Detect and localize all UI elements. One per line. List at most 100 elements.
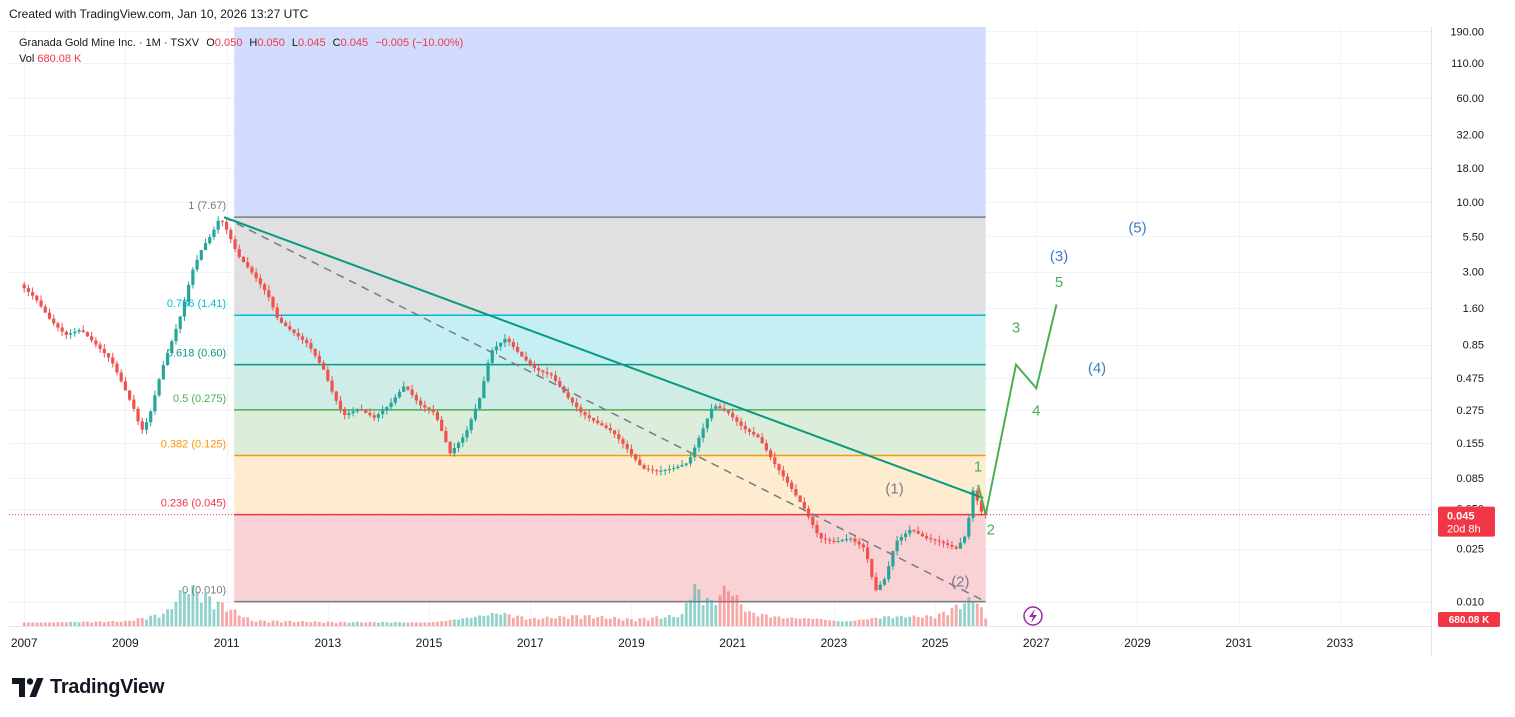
candle-body: [355, 409, 359, 412]
candle-body: [769, 450, 773, 458]
fib-zone-extension: [234, 27, 986, 218]
candle-body: [494, 346, 499, 351]
volume-bar: [486, 615, 490, 626]
candle-body: [823, 538, 828, 540]
time-scale-label: 2023: [821, 636, 848, 650]
price-chart[interactable]: 1 (7.67) 0.786 (1.41) 0.618 (0.60) 0.5 (0.2…: [9, 27, 1506, 656]
candle-body: [596, 420, 600, 424]
price-scale-label: 5.50: [1463, 231, 1484, 243]
volume-bar: [861, 619, 865, 626]
candle-body: [663, 469, 667, 471]
candle-body: [857, 541, 861, 545]
fib-level-label: 0.618 (0.60): [167, 348, 226, 360]
volume-bar: [465, 617, 469, 626]
candle-body: [579, 407, 583, 413]
volume-bar: [908, 616, 912, 626]
volume-bar: [469, 618, 473, 626]
volume-label: Vol: [19, 53, 35, 65]
volume-bar: [857, 619, 861, 626]
volume-bar: [474, 616, 477, 626]
time-scale-label: 2025: [922, 636, 949, 650]
volume-bar: [571, 615, 574, 626]
time-scale-label: 2019: [618, 636, 645, 650]
volume-bar: [537, 619, 541, 626]
candle-body: [709, 408, 714, 419]
candle-body: [950, 544, 954, 547]
volume-bar: [495, 613, 498, 626]
volume-bar: [705, 597, 709, 626]
low-value: 0.045: [298, 37, 326, 49]
candle-body: [220, 220, 224, 222]
volume-bar: [132, 620, 136, 626]
volume-bar: [659, 618, 663, 626]
volume-bar: [967, 597, 971, 626]
volume-bar: [587, 615, 591, 626]
volume-bar: [482, 616, 486, 626]
close-value: 0.045: [340, 37, 369, 49]
volume-bar: [811, 619, 815, 626]
volume-bar: [267, 622, 271, 626]
candle-body: [743, 425, 747, 430]
volume-bar: [815, 618, 819, 626]
price-scale-label: 0.275: [1456, 405, 1484, 417]
volume-bar: [735, 595, 739, 626]
volume-bar: [929, 616, 933, 626]
candle-body: [90, 336, 94, 341]
candle-body: [106, 353, 111, 358]
volume-bar: [832, 620, 836, 626]
volume-bar: [819, 619, 823, 626]
volume-bar: [722, 585, 726, 626]
volume-bar: [684, 602, 688, 626]
candle-body: [427, 407, 431, 410]
candle-body: [617, 434, 621, 440]
candle-body: [305, 339, 309, 344]
volume-bar: [368, 621, 372, 626]
volume-bar: [984, 618, 988, 626]
volume-bar: [781, 618, 785, 626]
candle-body: [549, 373, 553, 376]
tradingview-logo[interactable]: TradingView: [12, 676, 164, 699]
candle-body: [165, 353, 170, 365]
candle-body: [583, 412, 587, 416]
candle-body: [646, 468, 650, 470]
volume-bar: [642, 617, 646, 626]
volume-bar: [828, 620, 832, 626]
candle-body: [903, 533, 908, 538]
candle-body: [815, 524, 819, 534]
candle-body: [870, 559, 874, 577]
candle-body: [781, 470, 785, 477]
candle-body: [701, 428, 705, 438]
candle-body: [752, 431, 756, 435]
volume-bar: [630, 619, 633, 626]
volume-bar: [878, 618, 882, 626]
candle-body: [465, 430, 469, 438]
candle-body: [667, 469, 671, 471]
volume-bar: [912, 615, 916, 626]
volume-bar: [73, 621, 77, 626]
candle-body: [115, 363, 119, 373]
candle-body: [216, 220, 220, 230]
volume-bar: [528, 618, 532, 626]
volume-bar: [123, 620, 127, 626]
candle-body: [937, 540, 941, 542]
volume-bar: [752, 612, 756, 626]
chart-area[interactable]: 1 (7.67) 0.786 (1.41) 0.618 (0.60) 0.5 (0.2…: [9, 27, 1506, 656]
candle-body: [828, 539, 832, 541]
time-scale-label: 2021: [719, 636, 746, 650]
candle-body: [241, 256, 246, 263]
candle-body: [676, 466, 680, 469]
candle-body: [553, 375, 558, 381]
volume-bar: [305, 621, 309, 626]
candle-body: [747, 429, 752, 432]
candle-body: [819, 533, 823, 539]
volume-bar: [313, 621, 317, 626]
volume-bar: [393, 622, 397, 626]
volume-bar: [48, 622, 51, 626]
time-scale-label: 2011: [214, 636, 240, 650]
candle-body: [258, 278, 262, 285]
candle-body: [836, 541, 840, 543]
last-price-tag: [1438, 506, 1495, 537]
volume-bar: [355, 621, 359, 626]
volume-bar: [39, 622, 43, 626]
candle-body: [503, 338, 507, 343]
